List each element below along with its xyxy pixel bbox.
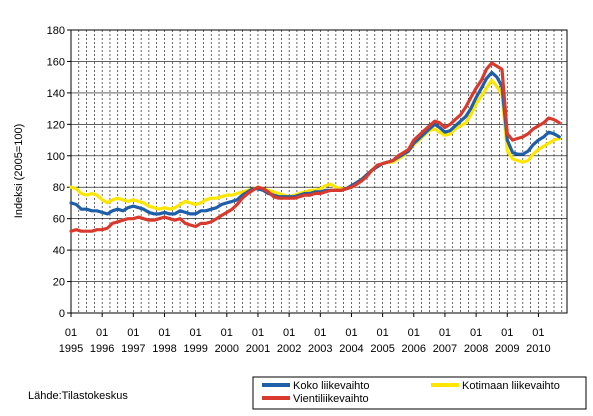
x-tick-year: 1995 [59, 343, 83, 355]
x-tick-quarter: 01 [127, 327, 139, 339]
x-tick-year: 2001 [246, 343, 270, 355]
legend-label-kotimaan: Kotimaan liikevaihto [462, 380, 560, 392]
x-tick-year: 2009 [495, 343, 519, 355]
y-tick-label: 80 [53, 182, 65, 194]
x-tick-quarter: 01 [376, 327, 388, 339]
x-tick-quarter: 01 [314, 327, 326, 339]
y-tick-label: 20 [53, 277, 65, 289]
y-axis-label: Indeksi (2005=100) [13, 124, 25, 218]
x-tick-quarter: 01 [501, 327, 513, 339]
y-tick-label: 100 [47, 151, 65, 163]
x-tick-year: 1997 [121, 343, 145, 355]
series-lines [69, 61, 561, 233]
x-tick-year: 2000 [215, 343, 239, 355]
x-tick-year: 1998 [152, 343, 176, 355]
x-tick-year: 2010 [526, 343, 550, 355]
x-tick-year: 2005 [370, 343, 394, 355]
legend: Koko liikevaihto Kotimaan liikevaihto Vi… [252, 376, 587, 410]
legend-label-vienti: Vientiliikevaihto [293, 393, 369, 405]
x-tick-year: 2006 [402, 343, 426, 355]
x-tick-quarter: 01 [345, 327, 357, 339]
x-tick-quarter: 01 [252, 327, 264, 339]
x-tick-quarter: 01 [532, 327, 544, 339]
y-tick-label: 180 [47, 25, 65, 37]
x-tick-quarter: 01 [96, 327, 108, 339]
x-tick-year: 2002 [277, 343, 301, 355]
x-tick-year: 1996 [90, 343, 114, 355]
x-tick-year: 2003 [308, 343, 332, 355]
x-axis: 01 1995 01 1996 01 1997 01 1998 01 1999 01 2000 01 20… [59, 313, 551, 355]
series-line-2 [69, 61, 561, 233]
x-tick-quarter: 01 [221, 327, 233, 339]
x-tick-quarter: 01 [283, 327, 295, 339]
legend-box [252, 376, 587, 410]
y-tick-label: 120 [47, 119, 65, 131]
y-tick-label: 140 [47, 88, 65, 100]
legend-label-koko: Koko liikevaihto [293, 380, 369, 392]
y-tick-label: 40 [53, 245, 65, 257]
vertical-grid [78, 30, 563, 313]
x-tick-quarter: 01 [158, 327, 170, 339]
x-tick-quarter: 01 [439, 327, 451, 339]
x-tick-year: 2007 [433, 343, 457, 355]
x-tick-quarter: 01 [190, 327, 202, 339]
x-tick-year: 2008 [464, 343, 488, 355]
y-tick-label: 60 [53, 214, 65, 226]
x-tick-quarter: 01 [408, 327, 420, 339]
y-tick-label: 160 [47, 56, 65, 68]
x-tick-quarter: 01 [65, 327, 77, 339]
y-tick-label: 0 [59, 308, 65, 320]
x-tick-year: 1999 [183, 343, 207, 355]
x-tick-quarter: 01 [470, 327, 482, 339]
x-tick-year: 2004 [339, 343, 363, 355]
source-label: Lähde:Tilastokeskus [28, 390, 128, 402]
